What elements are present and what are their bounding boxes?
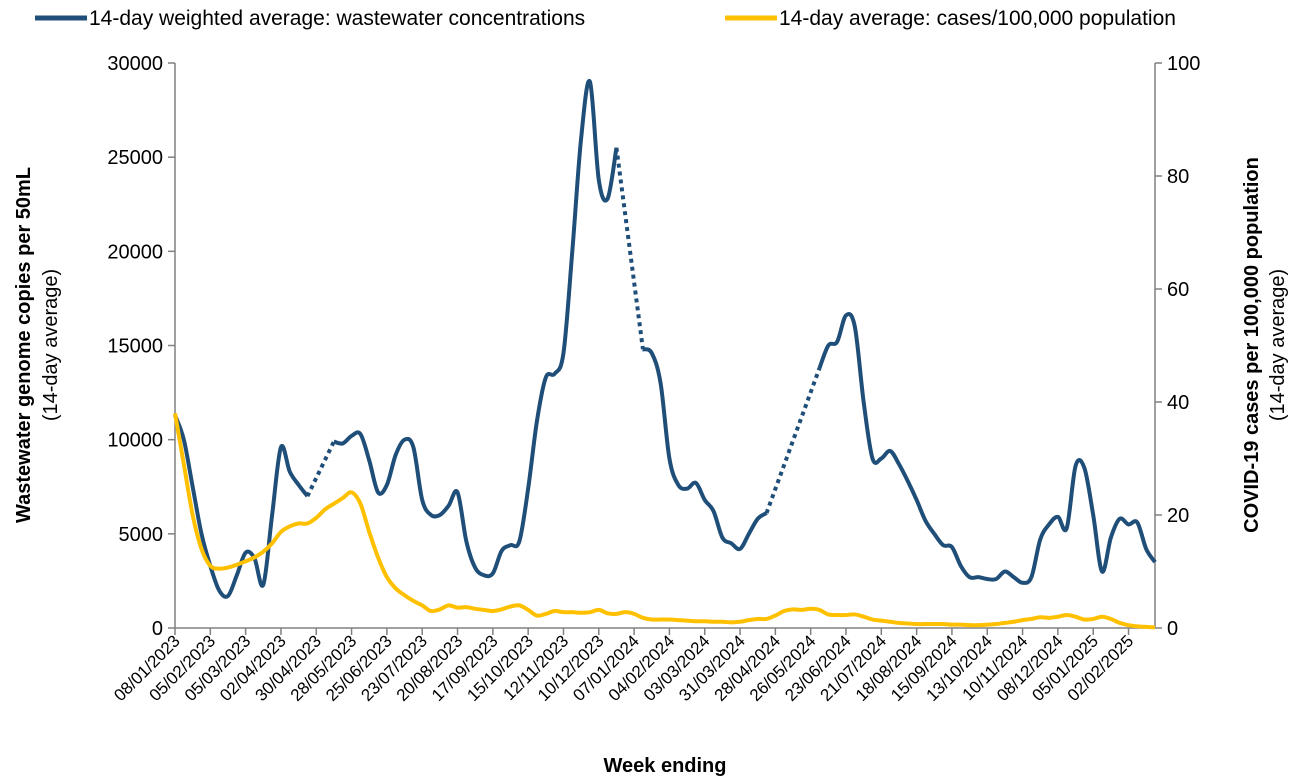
y-tick-label: 10000 [107,430,163,452]
data-line [173,412,1156,630]
data-line [173,79,1157,599]
y2-tick-label: 0 [1167,618,1178,640]
y2-axis-title: COVID-19 cases per 100,000 population [1241,157,1263,533]
y-tick-label: 0 [152,618,163,640]
y-tick-label: 25000 [107,147,163,169]
y-tick-label: 5000 [119,524,164,546]
gap-connector [614,147,645,350]
y-tick-label: 30000 [107,53,163,75]
x-axis-title: Week ending [604,755,727,777]
y2-tick-label: 20 [1167,505,1189,527]
y2-tick-label: 60 [1167,279,1189,301]
legend-label: 14-day average: cases/100,000 population [779,7,1176,30]
y-axis-subtitle: (14-day average) [40,269,62,421]
gap-connector [764,367,822,514]
gap-connector [305,440,336,498]
y2-axis-subtitle: (14-day average) [1267,269,1289,421]
y2-tick-label: 100 [1167,53,1200,75]
legend-label: 14-day weighted average: wastewater conc… [89,7,585,30]
y2-tick-label: 40 [1167,392,1189,414]
y-axis-title: Wastewater genome copies per 50mL [13,167,35,523]
y-tick-label: 20000 [107,241,163,263]
y-tick-label: 15000 [107,336,163,358]
y2-tick-label: 80 [1167,166,1189,188]
